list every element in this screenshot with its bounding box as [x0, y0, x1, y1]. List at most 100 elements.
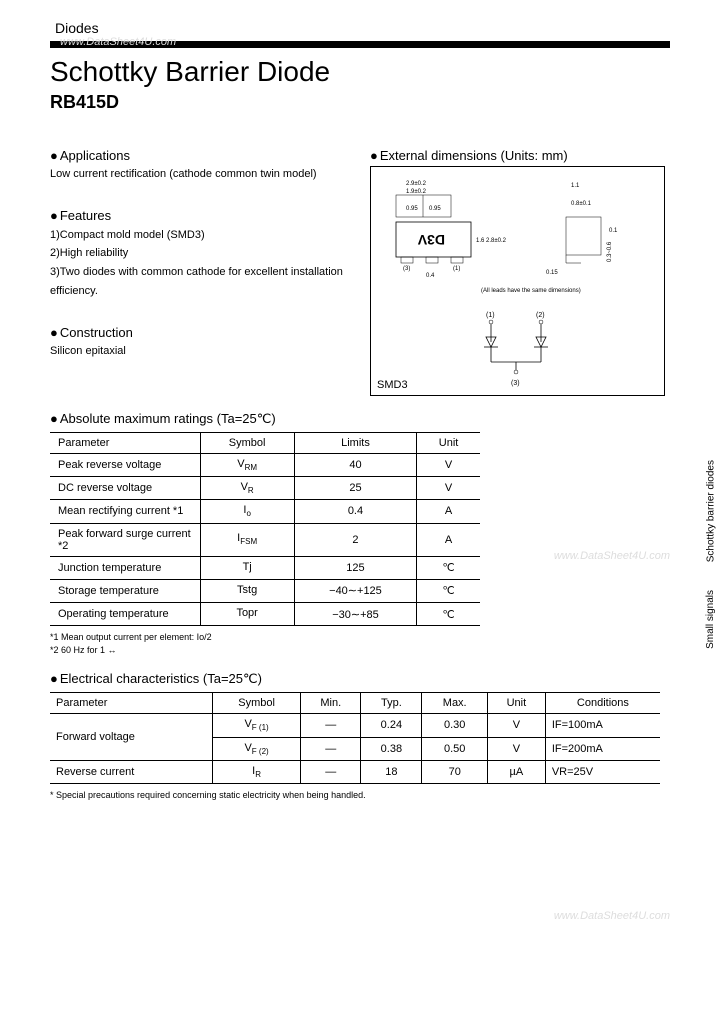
- feature-item: 1)Compact mold model (SMD3): [50, 226, 350, 245]
- cell-min: —: [301, 714, 361, 737]
- cell-limit: 125: [294, 556, 416, 579]
- cell-unit: µA: [487, 760, 545, 783]
- svg-text:1.6: 1.6: [476, 238, 485, 244]
- cell-param: Mean rectifying current *1: [50, 500, 200, 523]
- col-header: Symbol: [200, 433, 294, 454]
- svg-text:(3): (3): [511, 380, 520, 387]
- col-header: Unit: [417, 433, 480, 454]
- cell-unit: V: [417, 454, 480, 477]
- table-row: Peak reverse voltage VRM 40 V: [50, 454, 480, 477]
- dimensions-drawing: 0.95 0.95 2.9±0.2 1.9±0.2 D3V (3) (1) 0.…: [370, 166, 665, 396]
- cell-unit: A: [417, 523, 480, 556]
- cell-typ: 0.38: [361, 737, 422, 760]
- table-header-row: Parameter Symbol Limits Unit: [50, 433, 480, 454]
- cell-limit: 40: [294, 454, 416, 477]
- table-row: Junction temperature Tj 125 ℃: [50, 556, 480, 579]
- cell-symbol: Tstg: [200, 579, 294, 602]
- dimensions-heading: External dimensions (Units: mm): [370, 148, 670, 163]
- cell-symbol: Topr: [200, 602, 294, 625]
- cell-min: —: [301, 737, 361, 760]
- applications-text: Low current rectification (cathode commo…: [50, 166, 350, 183]
- svg-text:0.8±0.1: 0.8±0.1: [571, 201, 592, 207]
- elec-footnote: * Special precautions required concernin…: [50, 789, 670, 802]
- cell-limit: −40∼+125: [294, 579, 416, 602]
- svg-text:0.95: 0.95: [429, 206, 441, 212]
- cell-symbol: Io: [200, 500, 294, 523]
- svg-text:1.1: 1.1: [571, 183, 580, 189]
- watermark: www.DataSheet4U.com: [554, 910, 670, 922]
- col-header: Symbol: [212, 693, 300, 714]
- svg-text:(2): (2): [536, 312, 545, 319]
- package-diagram: 0.95 0.95 2.9±0.2 1.9±0.2 D3V (3) (1) 0.…: [371, 167, 666, 397]
- cell-unit: ℃: [417, 556, 480, 579]
- watermark: www.DataSheet4U.com: [60, 36, 176, 48]
- svg-text:(3): (3): [403, 266, 410, 272]
- features-heading: Features: [50, 208, 350, 223]
- cell-max: 0.50: [422, 737, 487, 760]
- svg-text:0.3~0.6: 0.3~0.6: [607, 241, 613, 262]
- col-header: Conditions: [545, 693, 660, 714]
- svg-text:(1): (1): [453, 266, 460, 272]
- cell-param: Peak forward surge current *2: [50, 523, 200, 556]
- svg-text:0.15: 0.15: [546, 270, 558, 276]
- table-row: Peak forward surge current *2 IFSM 2 A: [50, 523, 480, 556]
- svg-text:D3V: D3V: [417, 232, 445, 248]
- cell-limit: 25: [294, 477, 416, 500]
- footnote-item: *2 60 Hz for 1 ↔: [50, 644, 670, 657]
- cell-unit: A: [417, 500, 480, 523]
- feature-item: 3)Two diodes with common cathode for exc…: [50, 263, 350, 300]
- cell-unit: V: [487, 714, 545, 737]
- col-header: Typ.: [361, 693, 422, 714]
- svg-text:0.4: 0.4: [426, 273, 435, 279]
- col-header: Unit: [487, 693, 545, 714]
- table-header-row: Parameter Symbol Min. Typ. Max. Unit Con…: [50, 693, 660, 714]
- cell-cond: VR=25V: [545, 760, 660, 783]
- cell-cond: IF=200mA: [545, 737, 660, 760]
- cell-unit: V: [487, 737, 545, 760]
- construction-text: Silicon epitaxial: [50, 343, 350, 360]
- cell-symbol: Tj: [200, 556, 294, 579]
- side-label: Schottky barrier diodes: [705, 460, 716, 562]
- ratings-heading: Absolute maximum ratings (Ta=25℃): [50, 411, 670, 427]
- cell-unit: V: [417, 477, 480, 500]
- cell-param: Peak reverse voltage: [50, 454, 200, 477]
- cell-symbol: VRM: [200, 454, 294, 477]
- watermark: www.DataSheet4U.com: [554, 550, 670, 562]
- cell-param: DC reverse voltage: [50, 477, 200, 500]
- svg-text:(1): (1): [486, 312, 495, 319]
- cell-unit: ℃: [417, 579, 480, 602]
- ratings-footnote: *1 Mean output current per element: Io/2…: [50, 631, 670, 656]
- package-label: SMD3: [377, 379, 408, 391]
- elec-table: Parameter Symbol Min. Typ. Max. Unit Con…: [50, 692, 660, 784]
- col-header: Max.: [422, 693, 487, 714]
- footnote-item: *1 Mean output current per element: Io/2: [50, 631, 670, 644]
- cell-symbol: IR: [212, 760, 300, 783]
- cell-limit: 2: [294, 523, 416, 556]
- table-row: Operating temperature Topr −30∼+85 ℃: [50, 602, 480, 625]
- cell-limit: 0.4: [294, 500, 416, 523]
- cell-param: Reverse current: [50, 760, 212, 783]
- features-list: 1)Compact mold model (SMD3) 2)High relia…: [50, 226, 350, 301]
- svg-text:2.8±0.2: 2.8±0.2: [486, 238, 507, 244]
- cell-param: Forward voltage: [50, 714, 212, 760]
- table-row: Storage temperature Tstg −40∼+125 ℃: [50, 579, 480, 602]
- cell-symbol: VF (2): [212, 737, 300, 760]
- elec-heading: Electrical characteristics (Ta=25℃): [50, 671, 670, 687]
- cell-param: Junction temperature: [50, 556, 200, 579]
- cell-typ: 18: [361, 760, 422, 783]
- col-header: Parameter: [50, 693, 212, 714]
- svg-text:(All leads have the same dimen: (All leads have the same dimensions): [481, 288, 581, 294]
- applications-heading: Applications: [50, 148, 350, 163]
- cell-unit: ℃: [417, 602, 480, 625]
- side-label: Small signals: [705, 590, 716, 649]
- category-label: Diodes: [55, 20, 670, 36]
- cell-max: 70: [422, 760, 487, 783]
- table-row: Reverse currentIR — 18 70 µA VR=25V: [50, 760, 660, 783]
- col-header: Min.: [301, 693, 361, 714]
- cell-cond: IF=100mA: [545, 714, 660, 737]
- table-row: Mean rectifying current *1 Io 0.4 A: [50, 500, 480, 523]
- ratings-table: Parameter Symbol Limits Unit Peak revers…: [50, 432, 480, 626]
- cell-min: —: [301, 760, 361, 783]
- cell-symbol: VF (1): [212, 714, 300, 737]
- part-number: RB415D: [50, 92, 670, 113]
